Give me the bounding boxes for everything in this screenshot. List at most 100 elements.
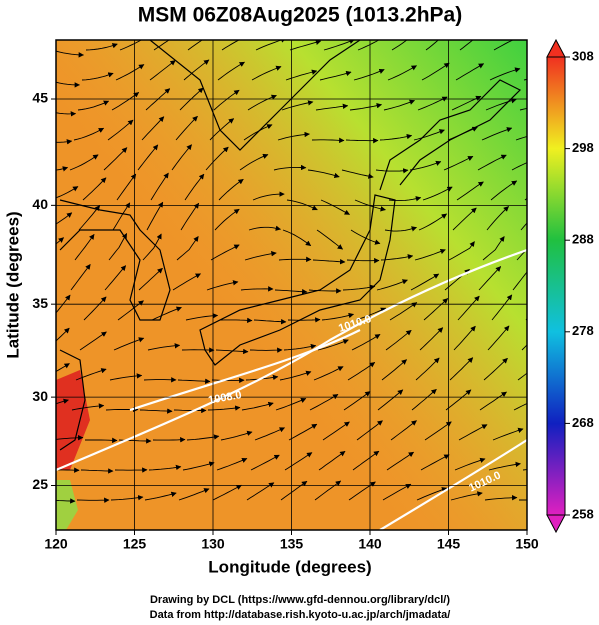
- streamline: [110, 495, 144, 501]
- streamline: [352, 450, 380, 471]
- streamline: [458, 424, 488, 441]
- streamline: [488, 461, 521, 471]
- streamline: [385, 329, 412, 351]
- streamline: [240, 286, 274, 292]
- x-tick-label: 120: [44, 536, 68, 552]
- streamline: [445, 389, 472, 411]
- streamline: [383, 99, 416, 111]
- streamline: [56, 166, 69, 172]
- streamline: [77, 100, 110, 111]
- streamline: [414, 249, 446, 261]
- streamline: [70, 263, 91, 291]
- streamline: [138, 267, 163, 291]
- streamline: [349, 103, 383, 111]
- colorbar-tick-label: 308: [572, 48, 594, 63]
- y-tick-label: 30: [32, 388, 48, 404]
- streamline: [449, 357, 474, 381]
- streamline: [182, 461, 215, 471]
- streamline: [313, 366, 344, 381]
- y-tick-label: 45: [32, 90, 48, 106]
- streamline: [104, 265, 127, 291]
- streamline: [418, 213, 448, 231]
- streamline: [210, 244, 240, 261]
- streamline: [213, 89, 240, 111]
- streamline: [151, 306, 182, 321]
- streamline: [139, 408, 173, 414]
- streamline: [409, 160, 442, 171]
- streamline: [454, 457, 486, 471]
- streamline: [220, 430, 253, 441]
- streamline: [241, 401, 274, 411]
- streamline: [381, 359, 408, 381]
- streamline: [283, 343, 317, 351]
- streamline: [377, 389, 404, 411]
- streamline: [348, 481, 376, 501]
- streamline: [78, 205, 101, 231]
- streamline: [181, 347, 215, 353]
- streamline: [144, 491, 177, 501]
- streamline: [410, 273, 440, 291]
- streamline: [447, 126, 478, 141]
- streamline: [285, 69, 318, 81]
- streamline: [56, 50, 85, 58]
- streamline: [391, 40, 408, 51]
- streamlines: [56, 40, 527, 504]
- streamline: [277, 131, 310, 141]
- streamline: [115, 64, 145, 81]
- streamline: [390, 420, 417, 441]
- y-tick-label: 40: [32, 196, 48, 212]
- streamline: [382, 483, 412, 501]
- streamline: [286, 199, 318, 211]
- streamline: [318, 450, 346, 471]
- streamline: [321, 312, 355, 321]
- credit: Drawing by DCL (https://www.gfd-dennou.o…: [150, 594, 450, 606]
- streamline: [83, 296, 107, 321]
- cool-area: [56, 480, 78, 530]
- streamline: [239, 153, 269, 171]
- streamline: [389, 302, 418, 321]
- streamline: [422, 186, 453, 201]
- streamline: [280, 480, 308, 501]
- streamline: [142, 233, 162, 261]
- streamline: [484, 495, 518, 501]
- streamline: [216, 457, 248, 471]
- streamline: [69, 154, 99, 171]
- streamline: [56, 327, 70, 342]
- x-tick-label: 130: [201, 536, 225, 552]
- streamline: [485, 98, 517, 111]
- streamline: [355, 307, 387, 321]
- streamline: [350, 229, 381, 245]
- streamline: [185, 313, 219, 321]
- streamline: [346, 257, 380, 264]
- streamline: [386, 451, 415, 471]
- streamline: [85, 43, 118, 51]
- streamline: [284, 452, 313, 471]
- streamline: [317, 339, 349, 351]
- x-tick-label: 145: [437, 536, 461, 552]
- streamline: [56, 398, 69, 405]
- streamline: [452, 207, 477, 231]
- streamline: [353, 68, 385, 81]
- streamline: [249, 347, 283, 353]
- streamline: [519, 108, 527, 111]
- streamline: [253, 318, 287, 325]
- streamline: [56, 263, 57, 270]
- streamline: [56, 212, 73, 225]
- streamline: [252, 191, 285, 201]
- streamline: [103, 147, 128, 171]
- streamline: [171, 144, 192, 171]
- streamline: [517, 372, 527, 381]
- streamline: [288, 423, 318, 441]
- x-axis-label: Longitude (degrees): [208, 557, 371, 576]
- streamline: [425, 40, 439, 51]
- streamline: [343, 391, 371, 411]
- y-tick-label: 25: [32, 476, 48, 492]
- streamline: [387, 65, 417, 81]
- streamline: [487, 325, 510, 351]
- y-axis-label: Latitude (degrees): [3, 211, 22, 358]
- streamline: [212, 484, 242, 501]
- streamline: [273, 164, 307, 171]
- streamline: [312, 259, 346, 265]
- streamline: [345, 137, 379, 144]
- streamline: [56, 294, 71, 314]
